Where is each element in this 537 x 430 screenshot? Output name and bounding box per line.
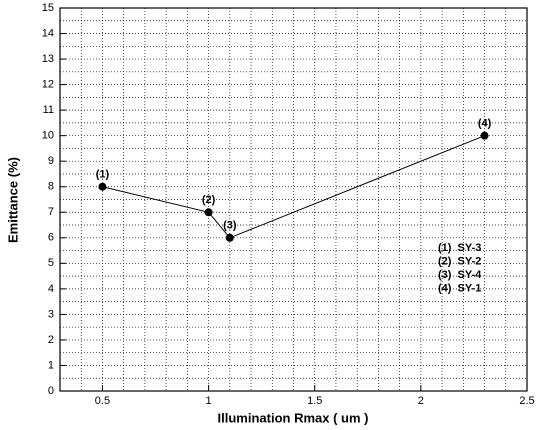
legend-entry: (3) SY-4: [438, 269, 482, 281]
y-tick-label: 1: [48, 359, 54, 371]
series-line: [102, 135, 485, 239]
y-tick-label: 2: [48, 334, 54, 346]
x-tick-label: 0.5: [95, 395, 110, 407]
y-tick-label: 9: [48, 155, 54, 167]
x-tick-label: 2.5: [519, 395, 534, 407]
y-tick-label: 14: [42, 27, 54, 39]
y-tick-label: 6: [48, 232, 54, 244]
y-tick-label: 4: [48, 283, 54, 295]
point-label: (2): [202, 194, 216, 206]
y-tick-label: 13: [42, 53, 54, 65]
data-point: [204, 208, 213, 217]
y-tick-label: 3: [48, 308, 54, 320]
legend-entry: (4) SY-1: [438, 282, 481, 294]
y-tick-label: 10: [42, 130, 54, 142]
point-label: (1): [96, 169, 110, 181]
y-tick-label: 15: [42, 2, 54, 14]
x-tick-label: 2: [418, 395, 424, 407]
y-tick-label: 5: [48, 257, 54, 269]
y-tick-label: 0: [48, 385, 54, 397]
y-tick-label: 7: [48, 206, 54, 218]
data-point: [225, 233, 234, 242]
x-axis-label: Illumination Rmax ( um ): [218, 410, 369, 425]
legend-entry: (1) SY-3: [438, 242, 481, 254]
y-tick-label: 12: [42, 79, 54, 91]
plot-frame: [59, 7, 528, 392]
point-label: (3): [223, 220, 237, 232]
point-label: (4): [478, 118, 492, 130]
y-tick-label: 8: [48, 181, 54, 193]
legend-entry: (2) SY-2: [438, 255, 481, 267]
data-point: [98, 182, 107, 191]
data-point: [480, 131, 489, 140]
y-tick-label: 11: [43, 104, 54, 116]
x-tick-label: 1.5: [307, 395, 322, 407]
x-tick-label: 1: [206, 395, 212, 407]
y-axis-label: Emittance (%): [5, 157, 20, 243]
